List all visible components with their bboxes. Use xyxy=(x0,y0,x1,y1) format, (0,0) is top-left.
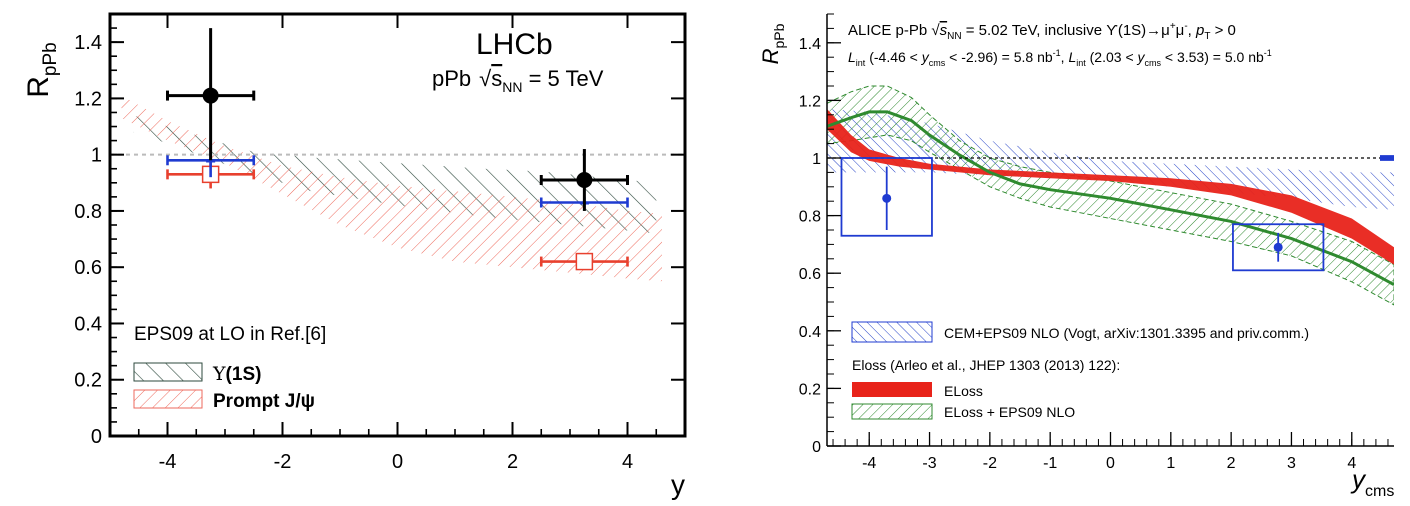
x-tick-label: -3 xyxy=(922,455,936,472)
data-point xyxy=(575,252,594,271)
x-tick-label: 3 xyxy=(1287,455,1296,472)
lhcb-bands xyxy=(121,95,662,282)
lhcb-xlabel: y xyxy=(671,469,685,500)
data-point xyxy=(202,87,219,104)
band-prompt-j- xyxy=(121,95,662,282)
lhcb-ylabel: RpPb xyxy=(22,42,61,97)
alice-legend-eloss-eps-swatch xyxy=(851,403,933,420)
band-cem-eps09-nlo xyxy=(827,109,1394,210)
x-tick-label: 4 xyxy=(622,451,633,473)
y-tick-label: 0.4 xyxy=(74,313,102,335)
data-point xyxy=(576,171,593,188)
y-tick-label: 1 xyxy=(812,151,821,168)
alice-bands xyxy=(827,85,1394,306)
lhcb-legend: EPS09 at LO in Ref.[6] Υ(1S) Prompt J/ψ xyxy=(133,324,326,412)
y-tick-label: 1.4 xyxy=(799,36,821,53)
data-point: + xyxy=(205,151,216,171)
lhcb-energy-label: pPb √sNN = 5 TeV xyxy=(432,66,604,95)
y-tick-label: 0 xyxy=(91,426,102,448)
y-tick-label: 1 xyxy=(91,145,102,167)
x-tick-label: -4 xyxy=(862,455,876,472)
data-point xyxy=(1273,242,1283,252)
y-tick-label: 1.4 xyxy=(74,32,102,54)
lhcb-experiment-label: LHCb xyxy=(476,28,553,61)
alice-legend-eloss-label: ELoss xyxy=(944,383,983,399)
alice-legend-eloss-eps-label: ELoss + EPS09 NLO xyxy=(944,404,1075,420)
lhcb-axes: -4 -2 0 2 4 0 0.2 0.4 0.6 0.8 1 1.2 1.4 xyxy=(74,13,686,473)
alice-panel: -4 -3 -2 -1 0 1 2 3 4 0 0.2 0.4 0.6 0.8 1 1.2 1.4 RpPb y… xyxy=(758,13,1394,500)
data-point xyxy=(882,193,892,203)
alice-ylabel: RpPb xyxy=(758,23,787,64)
x-tick-label: 2 xyxy=(1227,455,1236,472)
y-tick-label: 1.2 xyxy=(799,93,821,110)
x-tick-label: 1 xyxy=(1166,455,1175,472)
band-eloss-eps09-nlo xyxy=(827,85,1394,306)
lhcb-legend-jpsi-label: Prompt J/ψ xyxy=(213,391,315,412)
systematic-box xyxy=(840,157,933,237)
y-tick-label: 0.6 xyxy=(74,257,102,279)
x-tick-label: 0 xyxy=(392,451,403,473)
y-tick-label: 0.2 xyxy=(799,381,821,398)
alice-header-line1: ALICE p-Pb √sNN = 5.02 TeV, inclusive ϒ(… xyxy=(848,21,1236,42)
alice-xlabel: ycms xyxy=(1350,464,1394,500)
y-tick-label: 0.4 xyxy=(799,324,821,341)
alice-legend-cem-swatch xyxy=(851,321,933,343)
systematic-box xyxy=(1232,223,1325,272)
alice-legend-cem-label: CEM+EPS09 NLO (Vogt, arXiv:1301.3395 and… xyxy=(944,325,1309,341)
x-tick-label: 0 xyxy=(1106,455,1115,472)
x-tick-label: 4 xyxy=(1347,455,1356,472)
y-tick-label: 0 xyxy=(812,439,821,456)
alice-points xyxy=(840,157,1325,272)
x-tick-label: -2 xyxy=(983,455,997,472)
y-tick-label: 1.2 xyxy=(74,88,102,110)
alice-normalization-box xyxy=(1380,155,1394,161)
lhcb-legend-header: EPS09 at LO in Ref.[6] xyxy=(134,324,326,345)
alice-legend-eloss-header: Eloss (Arleo et al., JHEP 1303 (2013) 12… xyxy=(852,357,1120,373)
alice-axes: -4 -3 -2 -1 0 1 2 3 4 0 0.2 0.4 0.6 0.8 1 1.2 1.4 xyxy=(799,13,1394,472)
x-tick-label: -1 xyxy=(1043,455,1057,472)
lhcb-legend-upsilon-label: Υ(1S) xyxy=(212,363,261,385)
x-tick-label: 2 xyxy=(507,451,518,473)
alice-legend-eloss-swatch xyxy=(852,382,932,397)
x-tick-label: -2 xyxy=(274,451,292,473)
lhcb-panel: ++ -4 -2 0 2 4 0 0.2 0.4 0.6 0.8 1 1.2 1.4 RpPb y LH… xyxy=(22,12,687,500)
band-eloss-eps09-central-line xyxy=(827,110,1394,287)
y-tick-label: 0.8 xyxy=(799,209,821,226)
y-tick-label: 0.8 xyxy=(74,201,102,223)
x-tick-label: -4 xyxy=(159,451,177,473)
alice-header-line2: Lint (-4.46 < ycms < -2.96) = 5.8 nb-1, … xyxy=(848,48,1272,68)
alice-legend: CEM+EPS09 NLO (Vogt, arXiv:1301.3395 and… xyxy=(851,321,1309,420)
y-tick-label: 0.2 xyxy=(74,370,102,392)
lhcb-points: ++ xyxy=(166,28,629,271)
lhcb-legend-jpsi-swatch xyxy=(133,389,203,409)
y-tick-label: 0.6 xyxy=(799,266,821,283)
lhcb-legend-upsilon-swatch xyxy=(133,362,203,382)
